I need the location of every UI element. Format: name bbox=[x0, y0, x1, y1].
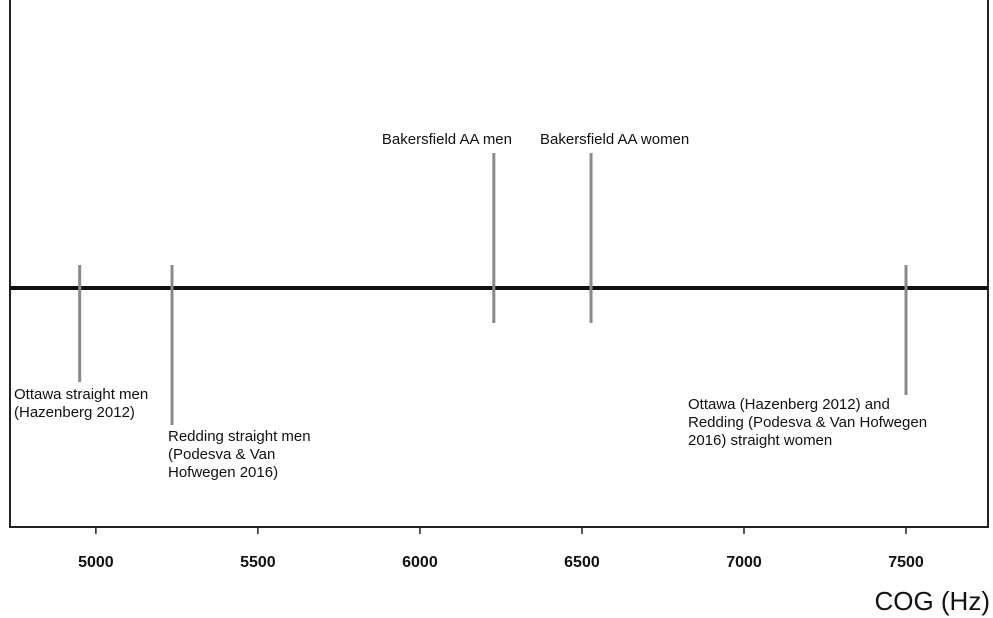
x-tick-label: 7000 bbox=[726, 554, 762, 571]
x-tick-label: 6500 bbox=[564, 554, 600, 571]
x-tick-label: 5500 bbox=[240, 554, 276, 571]
marker-label: Redding straight men bbox=[168, 428, 311, 445]
x-axis-label: COG (Hz) bbox=[874, 586, 990, 616]
marker-label: 2016) straight women bbox=[688, 432, 832, 449]
x-tick-label: 7500 bbox=[888, 554, 924, 571]
marker-label: Ottawa straight men bbox=[14, 386, 148, 403]
marker-label: (Hazenberg 2012) bbox=[14, 404, 135, 421]
x-tick-label: 6000 bbox=[402, 554, 438, 571]
marker-label: Bakersfield AA women bbox=[540, 131, 689, 148]
marker-label: Hofwegen 2016) bbox=[168, 464, 278, 481]
x-tick-label: 5000 bbox=[78, 554, 114, 571]
marker-label: Ottawa (Hazenberg 2012) and bbox=[688, 396, 890, 413]
marker-label: Redding (Podesva & Van Hofwegen bbox=[688, 414, 927, 431]
marker-label: Bakersfield AA men bbox=[382, 131, 512, 148]
marker-label: (Podesva & Van bbox=[168, 446, 275, 463]
